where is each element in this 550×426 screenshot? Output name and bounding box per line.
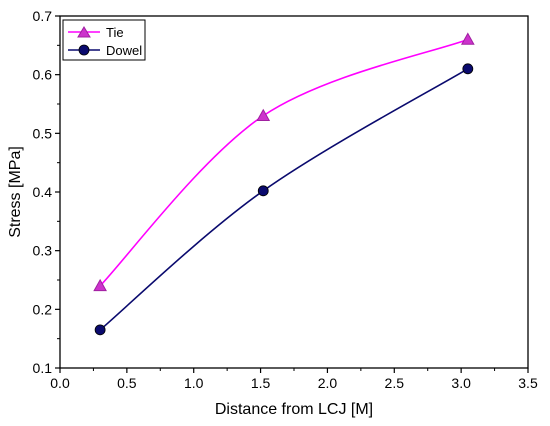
series-line-tie <box>99 38 469 287</box>
data-point-dowel <box>462 63 474 75</box>
x-tick-label: 2.5 <box>385 375 405 391</box>
data-point-tie <box>93 278 107 292</box>
y-tick-label: 0.1 <box>33 360 53 376</box>
y-tick-label: 0.3 <box>33 243 53 259</box>
x-tick-label: 1.0 <box>184 375 204 391</box>
x-axis-ticks: 0.0 0.5 1.0 1.5 2.0 2.5 3.0 3.5 <box>50 368 538 391</box>
y-tick-label: 0.2 <box>33 301 53 317</box>
y-tick-label: 0.4 <box>33 184 53 200</box>
legend: Tie Dowel <box>62 19 146 61</box>
y-axis-title: Stress [MPa] <box>7 146 24 238</box>
x-tick-label: 0.5 <box>117 375 137 391</box>
x-tick-label: 2.0 <box>318 375 338 391</box>
data-point-tie <box>256 108 271 122</box>
plot-frame <box>59 15 529 369</box>
data-point-dowel <box>94 324 106 336</box>
legend-box <box>62 19 146 61</box>
x-tick-label: 1.5 <box>251 375 271 391</box>
y-tick-label: 0.6 <box>33 67 53 83</box>
y-axis-ticks: 0.1 0.2 0.3 0.4 0.5 0.6 0.7 <box>33 8 60 376</box>
legend-label-dowel: Dowel <box>106 43 142 58</box>
series-layer <box>93 32 475 336</box>
x-tick-label: 3.5 <box>518 375 538 391</box>
x-tick-label: 3.0 <box>451 375 471 391</box>
y-tick-label: 0.7 <box>33 8 53 24</box>
x-axis-title: Distance from LCJ [M] <box>215 401 373 418</box>
series-line-dowel <box>99 68 469 331</box>
y-tick-label: 0.5 <box>33 125 53 141</box>
data-point-dowel <box>257 185 269 197</box>
data-point-tie <box>460 32 475 45</box>
legend-label-tie: Tie <box>106 25 124 40</box>
x-tick-label: 0.0 <box>50 375 70 391</box>
legend-marker-dowel <box>78 44 90 56</box>
legend-marker-tie <box>77 26 91 38</box>
